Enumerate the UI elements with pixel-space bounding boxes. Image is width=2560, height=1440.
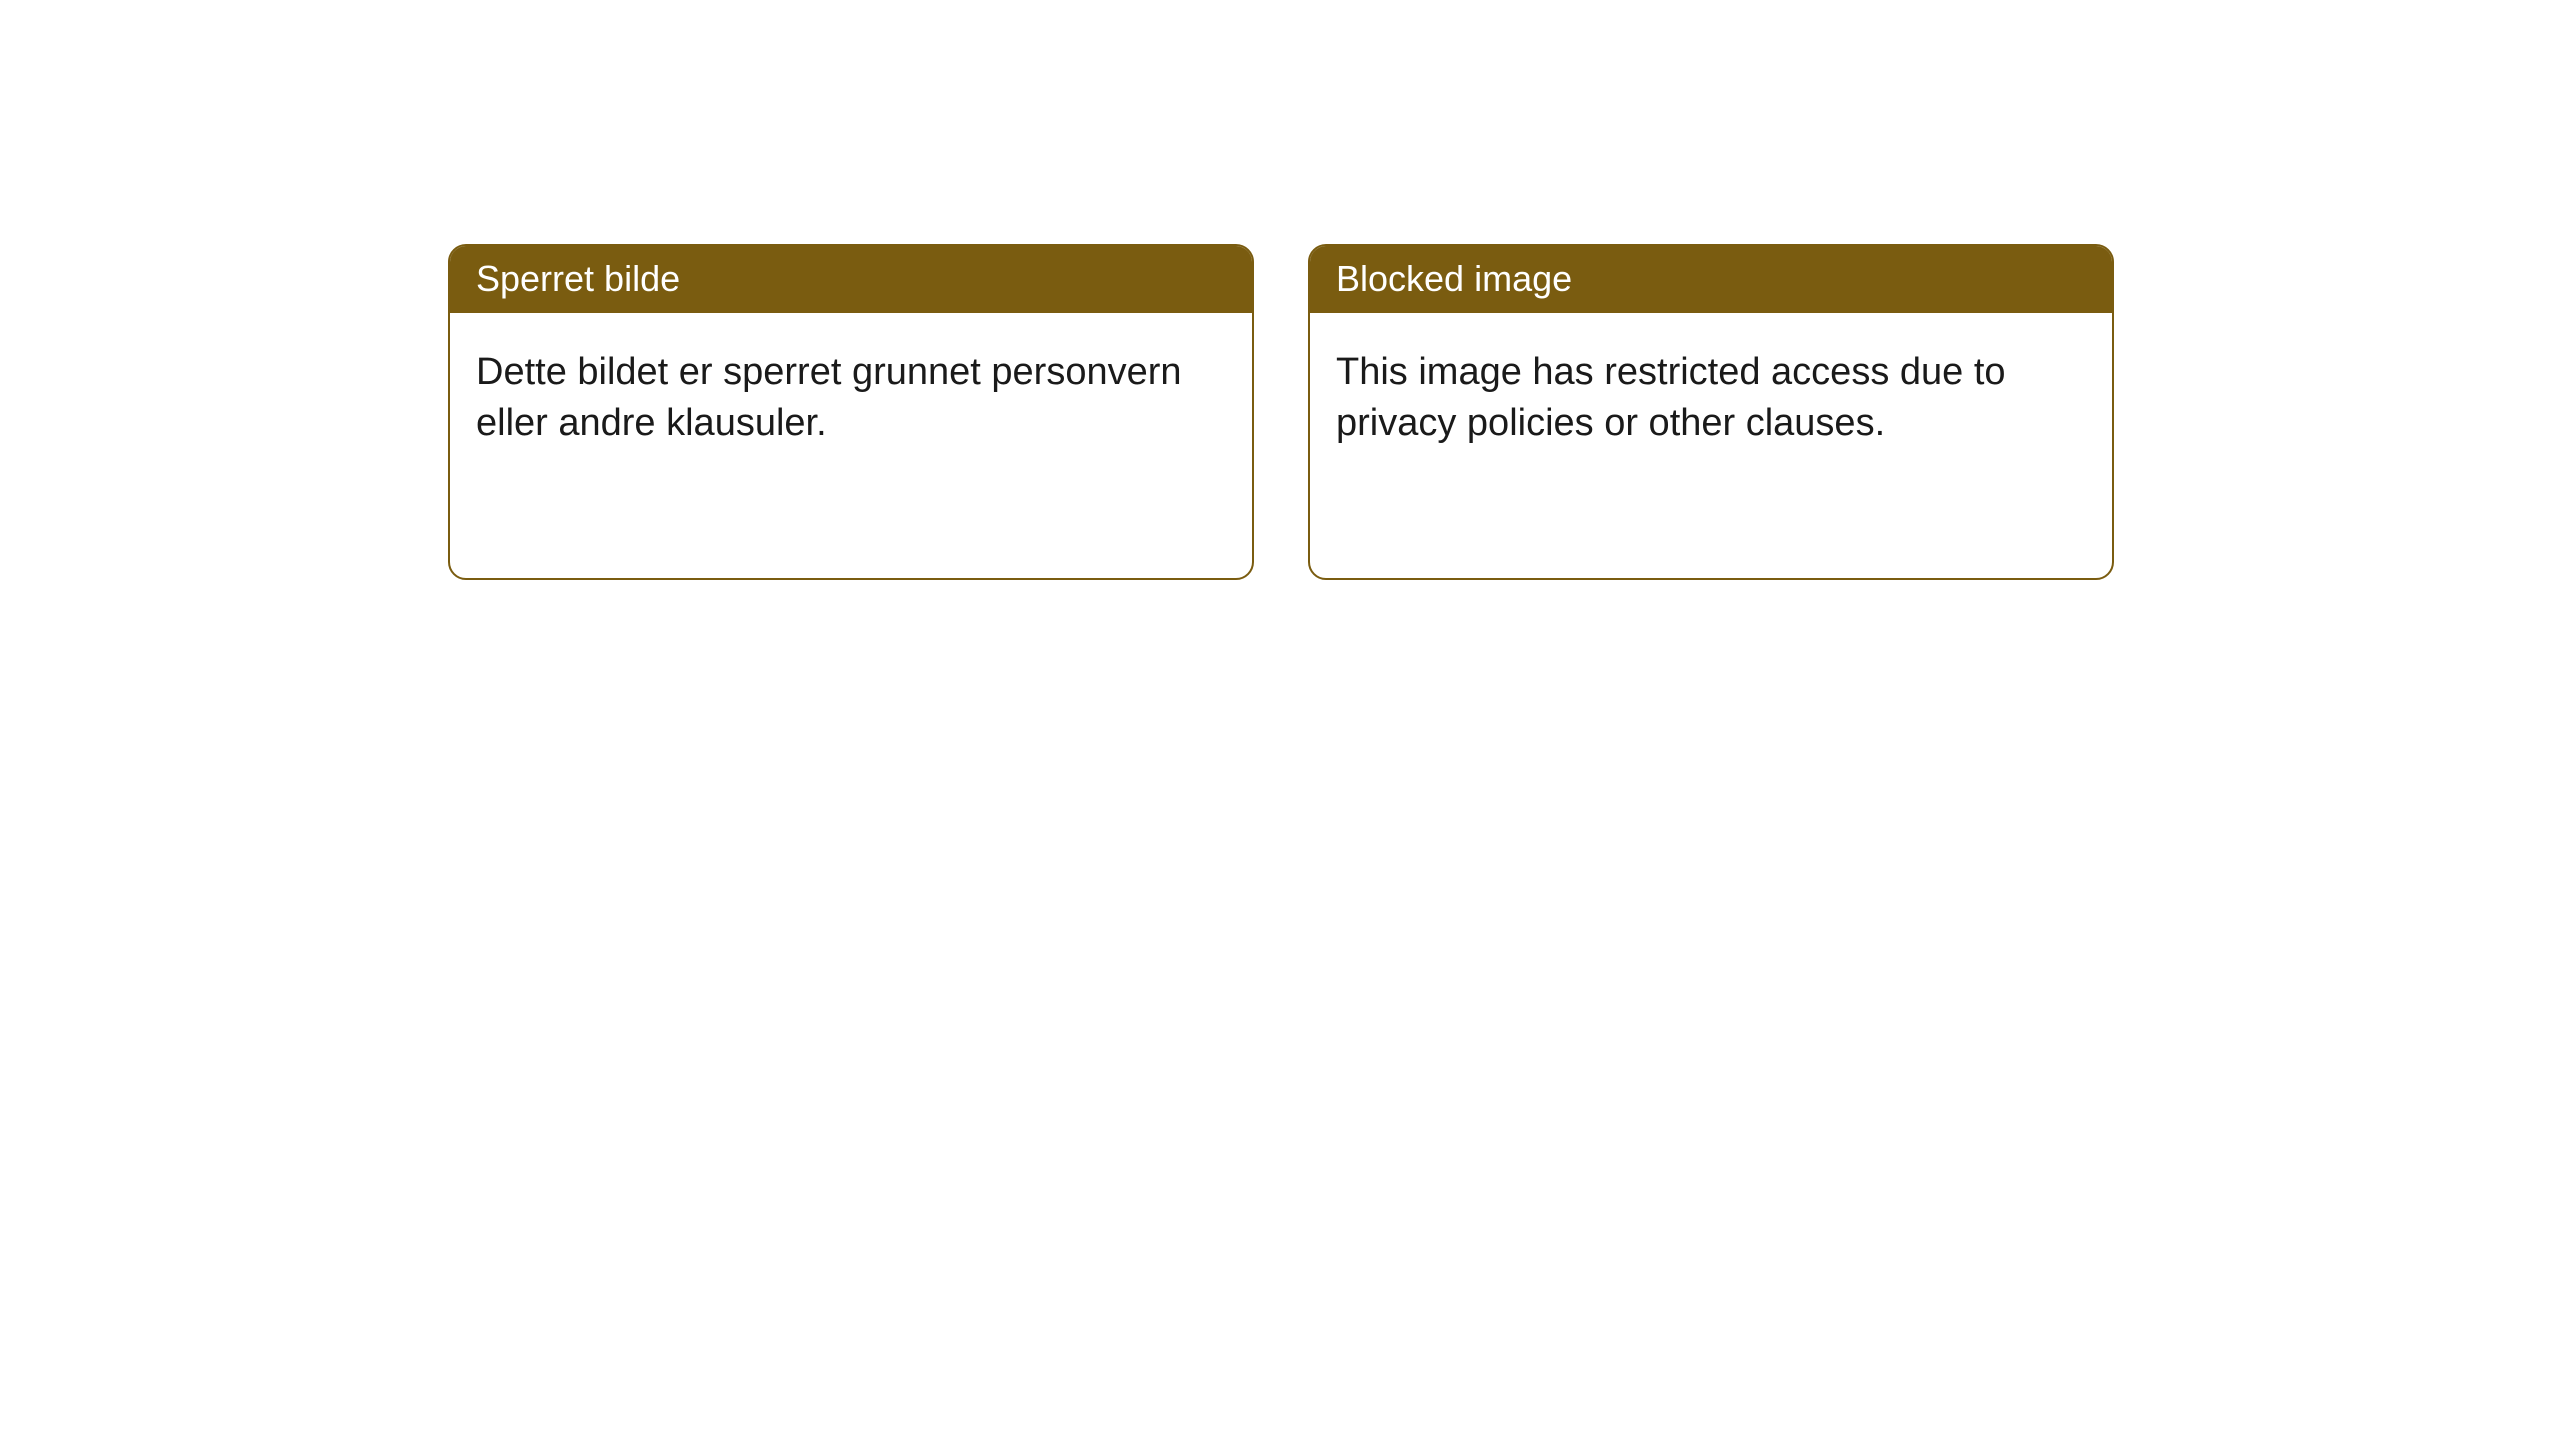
notice-title-english: Blocked image — [1310, 246, 2112, 313]
notice-title-norwegian: Sperret bilde — [450, 246, 1252, 313]
notice-card-norwegian: Sperret bilde Dette bildet er sperret gr… — [448, 244, 1254, 580]
notice-card-english: Blocked image This image has restricted … — [1308, 244, 2114, 580]
notice-message-english: This image has restricted access due to … — [1310, 313, 2112, 484]
notice-message-norwegian: Dette bildet er sperret grunnet personve… — [450, 313, 1252, 484]
notice-container: Sperret bilde Dette bildet er sperret gr… — [0, 0, 2560, 580]
